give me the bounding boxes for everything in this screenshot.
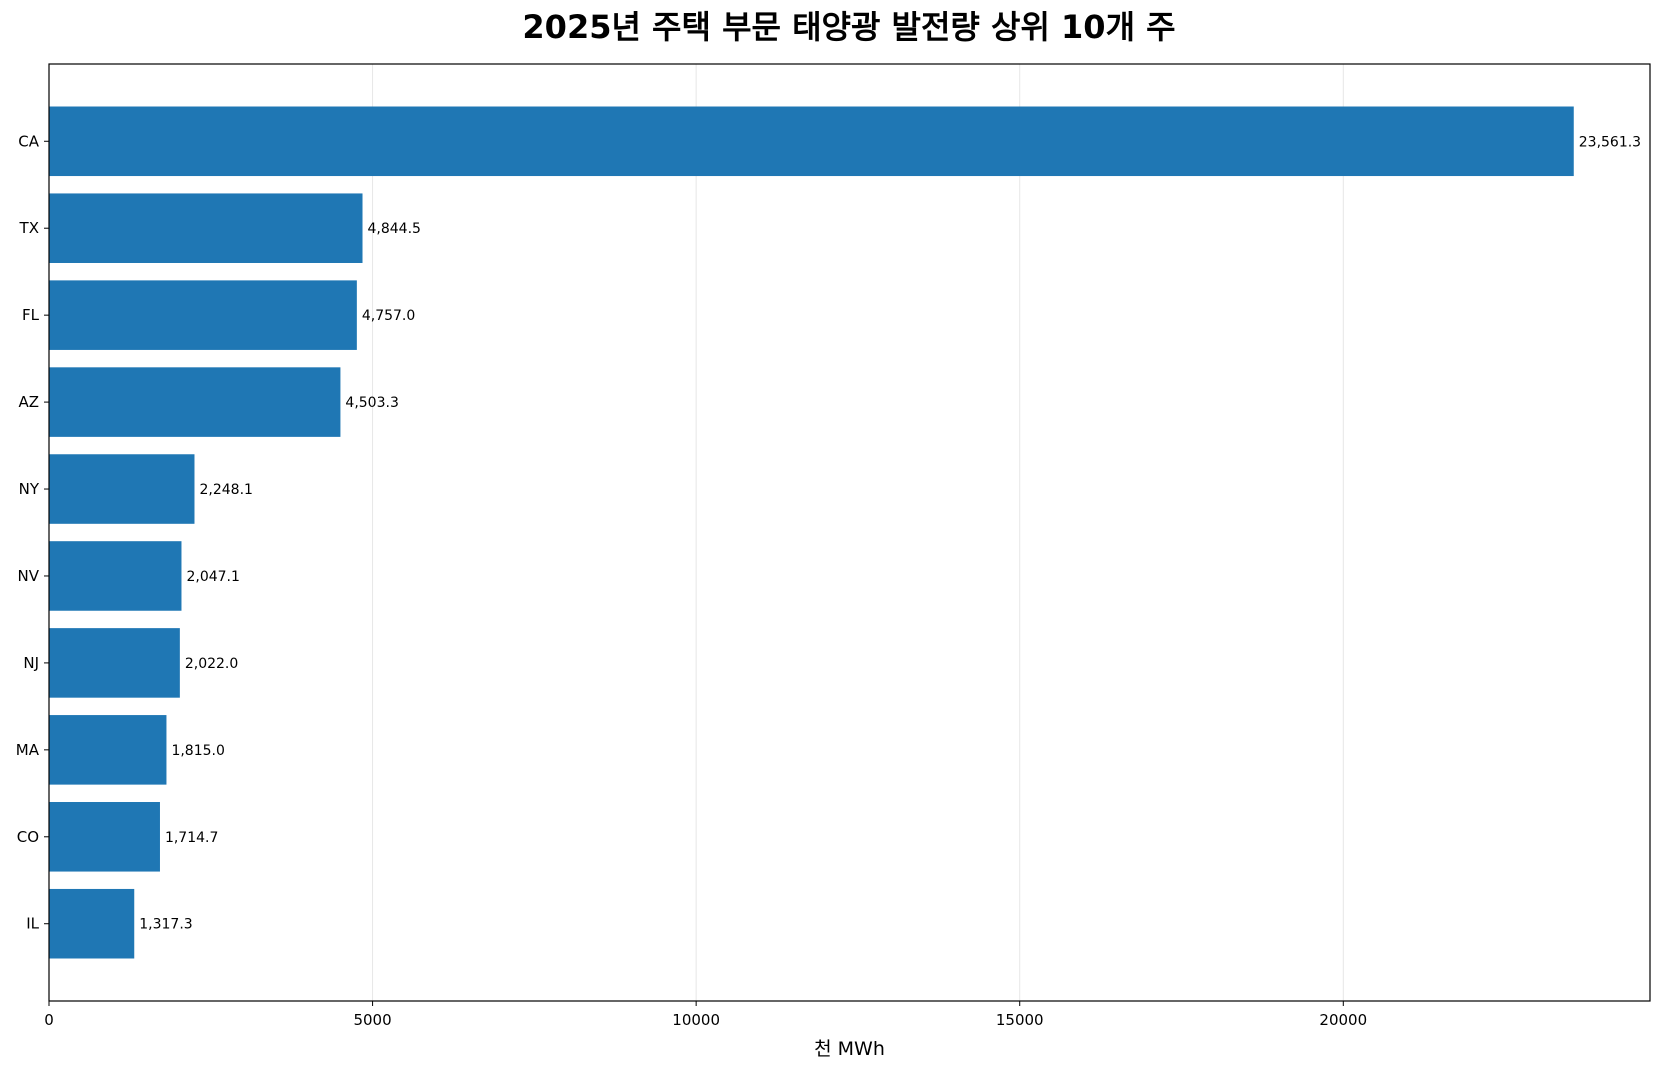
x-tick-label-0: 0	[44, 1011, 54, 1029]
value-label-az: 4,503.3	[345, 395, 398, 411]
bar-ma	[49, 715, 167, 785]
value-label-nv: 2,047.1	[186, 569, 239, 585]
value-label-ny: 2,248.1	[199, 482, 252, 498]
bar-az	[49, 367, 341, 437]
value-label-co: 1,714.7	[165, 830, 218, 846]
x-axis-label: 천 MWh	[814, 1038, 885, 1060]
plot-frame	[48, 63, 1651, 1002]
bar-tx	[49, 193, 363, 263]
bar-il	[49, 888, 135, 959]
bars	[49, 106, 1574, 959]
value-label-ma: 1,815.0	[171, 743, 224, 759]
grid-lines	[372, 64, 1344, 1001]
value-label-fl: 4,757.0	[362, 308, 415, 324]
y-tick-label-ca: CA	[18, 132, 39, 150]
y-tick-label-nv: NV	[18, 567, 40, 585]
y-tick-label-ma: MA	[16, 741, 40, 759]
x-tick-label-15000: 15000	[996, 1011, 1044, 1029]
chart-title: 2025년 주택 부문 태양광 발전량 상위 10개 주	[522, 8, 1175, 46]
value-label-ca: 23,561.3	[1579, 134, 1641, 150]
value-label-il: 1,317.3	[139, 917, 192, 933]
bar-co	[49, 802, 160, 872]
y-tick-label-az: AZ	[18, 393, 39, 411]
y-tick-label-il: IL	[26, 915, 39, 933]
y-axis: CA TX FL AZ NY NV NJ MA CO IL	[16, 132, 49, 933]
bar-ny	[49, 454, 195, 524]
bar-ca	[49, 106, 1574, 177]
y-tick-label-fl: FL	[22, 306, 40, 324]
y-tick-label-co: CO	[17, 828, 39, 846]
x-tick-label-5000: 5000	[353, 1011, 391, 1029]
y-tick-label-ny: NY	[19, 480, 40, 498]
data-labels: 23,561.3 4,844.5 4,757.0 4,503.3 2,248.1 2,04…	[139, 134, 1641, 932]
bar-nv	[49, 541, 182, 611]
x-axis: 0 5000 10000 15000 20000	[44, 1001, 1367, 1029]
bar-nj	[49, 628, 180, 698]
value-label-tx: 4,844.5	[368, 221, 421, 237]
bar-fl	[49, 280, 357, 350]
y-tick-label-tx: TX	[19, 219, 39, 237]
y-tick-label-nj: NJ	[23, 654, 39, 672]
x-tick-label-10000: 10000	[672, 1011, 720, 1029]
value-label-nj: 2,022.0	[185, 656, 238, 672]
x-tick-label-20000: 20000	[1319, 1011, 1367, 1029]
